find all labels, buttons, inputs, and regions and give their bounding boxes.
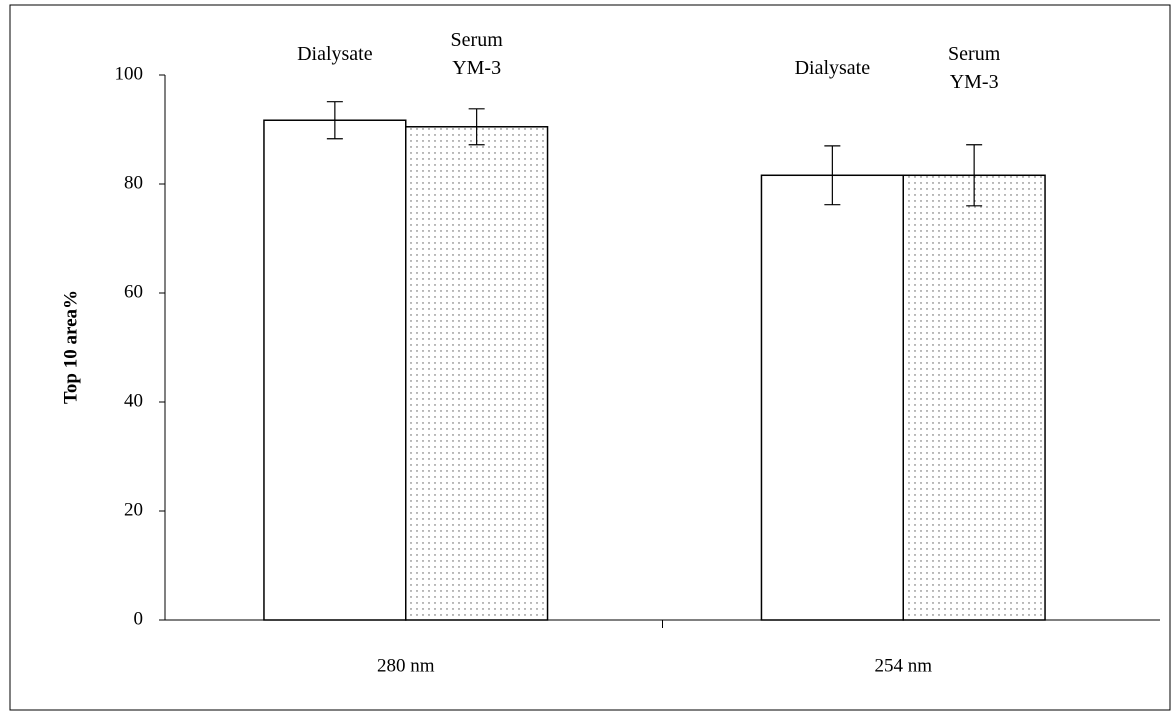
- frame: [9, 4, 1171, 711]
- y-tick-label: 20: [124, 499, 143, 520]
- bar: [760, 174, 905, 621]
- series-label: Serum YM-3: [948, 43, 1001, 93]
- series-label: Dialysate: [794, 57, 871, 79]
- y-axis-label: Top 10 area%: [60, 290, 81, 404]
- bar: [405, 126, 549, 621]
- series-label: Dialysate: [297, 43, 373, 65]
- y-tick-label: 100: [115, 63, 144, 84]
- x-tick-label: 280 nm: [377, 655, 435, 676]
- y-tick-label: 80: [124, 172, 143, 193]
- x-tick-label: 254 nm: [874, 655, 932, 676]
- bar: [263, 119, 407, 621]
- y-tick-label: 0: [134, 608, 144, 629]
- series-label: Serum YM-3: [450, 29, 503, 79]
- y-tick-label: 40: [124, 390, 143, 411]
- y-tick-label: 60: [124, 281, 143, 302]
- bar: [902, 174, 1046, 621]
